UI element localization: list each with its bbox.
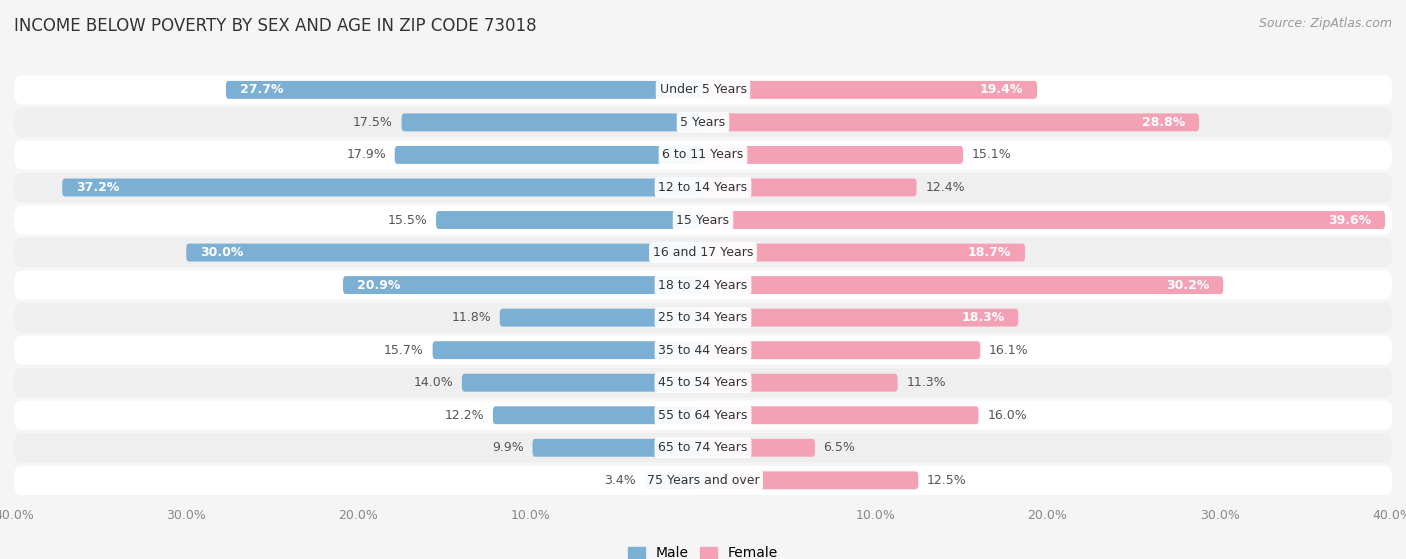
Text: 30.2%: 30.2% (1166, 278, 1209, 292)
FancyBboxPatch shape (533, 439, 703, 457)
Text: 19.4%: 19.4% (980, 83, 1024, 96)
Text: 15.7%: 15.7% (384, 344, 425, 357)
Text: 18.3%: 18.3% (962, 311, 1004, 324)
FancyBboxPatch shape (14, 335, 1392, 365)
FancyBboxPatch shape (14, 75, 1392, 105)
FancyBboxPatch shape (494, 406, 703, 424)
Text: 16.0%: 16.0% (987, 409, 1026, 421)
FancyBboxPatch shape (703, 471, 918, 489)
Text: 11.8%: 11.8% (451, 311, 491, 324)
Text: Source: ZipAtlas.com: Source: ZipAtlas.com (1258, 17, 1392, 30)
Text: 16 and 17 Years: 16 and 17 Years (652, 246, 754, 259)
FancyBboxPatch shape (703, 439, 815, 457)
FancyBboxPatch shape (703, 81, 1038, 99)
Text: 65 to 74 Years: 65 to 74 Years (658, 441, 748, 454)
Text: 25 to 34 Years: 25 to 34 Years (658, 311, 748, 324)
FancyBboxPatch shape (436, 211, 703, 229)
FancyBboxPatch shape (703, 178, 917, 196)
Text: 5 Years: 5 Years (681, 116, 725, 129)
FancyBboxPatch shape (395, 146, 703, 164)
FancyBboxPatch shape (703, 374, 897, 392)
FancyBboxPatch shape (703, 244, 1025, 262)
FancyBboxPatch shape (14, 433, 1392, 462)
Text: 11.3%: 11.3% (907, 376, 946, 389)
FancyBboxPatch shape (62, 178, 703, 196)
Text: 15.1%: 15.1% (972, 149, 1011, 162)
FancyBboxPatch shape (14, 271, 1392, 300)
FancyBboxPatch shape (14, 205, 1392, 235)
Text: 12 to 14 Years: 12 to 14 Years (658, 181, 748, 194)
Text: 75 Years and over: 75 Years and over (647, 474, 759, 487)
Text: 15.5%: 15.5% (388, 214, 427, 226)
Text: 14.0%: 14.0% (413, 376, 453, 389)
Text: 17.9%: 17.9% (346, 149, 387, 162)
Text: 6.5%: 6.5% (824, 441, 855, 454)
FancyBboxPatch shape (703, 211, 1385, 229)
Text: 18 to 24 Years: 18 to 24 Years (658, 278, 748, 292)
Text: 55 to 64 Years: 55 to 64 Years (658, 409, 748, 421)
Text: 35 to 44 Years: 35 to 44 Years (658, 344, 748, 357)
Text: 9.9%: 9.9% (492, 441, 524, 454)
FancyBboxPatch shape (703, 406, 979, 424)
FancyBboxPatch shape (14, 466, 1392, 495)
Text: 20.9%: 20.9% (357, 278, 401, 292)
Text: 6 to 11 Years: 6 to 11 Years (662, 149, 744, 162)
FancyBboxPatch shape (703, 113, 1199, 131)
Text: 28.8%: 28.8% (1142, 116, 1185, 129)
FancyBboxPatch shape (703, 146, 963, 164)
Text: 12.5%: 12.5% (927, 474, 967, 487)
FancyBboxPatch shape (433, 341, 703, 359)
Text: 30.0%: 30.0% (200, 246, 243, 259)
FancyBboxPatch shape (499, 309, 703, 326)
Text: 12.4%: 12.4% (925, 181, 965, 194)
FancyBboxPatch shape (14, 238, 1392, 267)
Text: 18.7%: 18.7% (967, 246, 1011, 259)
FancyBboxPatch shape (461, 374, 703, 392)
FancyBboxPatch shape (14, 401, 1392, 430)
FancyBboxPatch shape (186, 244, 703, 262)
Text: Under 5 Years: Under 5 Years (659, 83, 747, 96)
FancyBboxPatch shape (703, 341, 980, 359)
FancyBboxPatch shape (14, 108, 1392, 137)
FancyBboxPatch shape (226, 81, 703, 99)
Text: 12.2%: 12.2% (444, 409, 484, 421)
FancyBboxPatch shape (14, 173, 1392, 202)
FancyBboxPatch shape (14, 140, 1392, 169)
Text: 17.5%: 17.5% (353, 116, 392, 129)
Text: 15 Years: 15 Years (676, 214, 730, 226)
Text: 37.2%: 37.2% (76, 181, 120, 194)
FancyBboxPatch shape (703, 309, 1018, 326)
Text: 27.7%: 27.7% (239, 83, 283, 96)
FancyBboxPatch shape (14, 303, 1392, 332)
Text: 45 to 54 Years: 45 to 54 Years (658, 376, 748, 389)
Legend: Male, Female: Male, Female (623, 541, 783, 559)
Text: 3.4%: 3.4% (605, 474, 636, 487)
FancyBboxPatch shape (343, 276, 703, 294)
FancyBboxPatch shape (644, 471, 703, 489)
FancyBboxPatch shape (703, 276, 1223, 294)
Text: 16.1%: 16.1% (988, 344, 1029, 357)
FancyBboxPatch shape (14, 368, 1392, 397)
Text: INCOME BELOW POVERTY BY SEX AND AGE IN ZIP CODE 73018: INCOME BELOW POVERTY BY SEX AND AGE IN Z… (14, 17, 537, 35)
Text: 39.6%: 39.6% (1329, 214, 1371, 226)
FancyBboxPatch shape (402, 113, 703, 131)
